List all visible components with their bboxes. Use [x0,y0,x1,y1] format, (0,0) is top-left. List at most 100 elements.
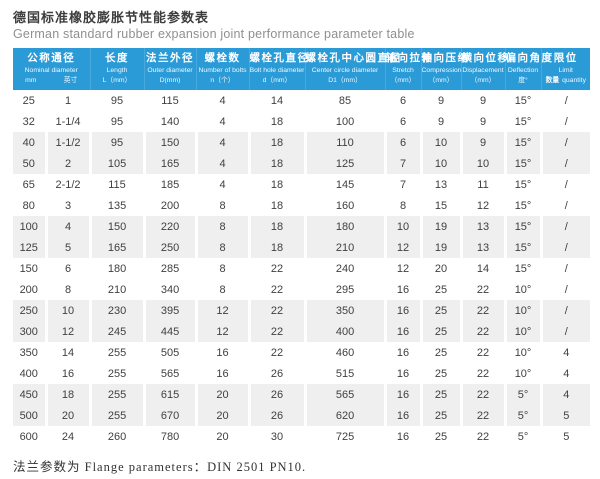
cell: 165 [144,153,198,174]
cell: 500 [13,405,48,426]
cell: 30 [249,426,307,447]
cell: 100 [13,216,48,237]
cell: 16 [385,405,423,426]
cell: 6 [385,90,423,111]
cell: 95 [90,132,146,153]
cell: 50 [13,153,48,174]
cell: 20 [196,426,251,447]
cell: 250 [13,300,48,321]
cell: 6 [385,132,423,153]
cell: / [541,321,591,342]
cell: 25 [13,90,48,111]
table-row: 100 4 150 220 8 18 180 10 19 13 15° / [13,216,591,237]
cell: 8 [196,237,251,258]
header-label-cn: 螺栓孔中心圆直径 [305,52,402,64]
cell: 460 [305,342,387,363]
table-row: 200 8 210 340 8 22 295 16 25 22 10° / [13,279,590,300]
cell: 18 [249,237,307,258]
cell: 16 [385,279,423,300]
cell: 250 [144,237,198,258]
cell: 10° [505,321,543,342]
table-row: 80 3 135 200 8 18 160 8 15 12 15° / [13,195,590,216]
table-row: 40 1-1/2 95 150 4 18 110 6 10 9 15° / [13,132,591,153]
cell: 3 [46,195,92,216]
cell: 10° [505,363,543,384]
header-label-en: Limit [558,67,573,74]
cell: 9 [421,111,463,132]
header-label-en: Outer diameter [147,67,193,74]
header-cell-stretch: 轴向拉伸 Stretch （mm） [385,48,434,90]
cell: 200 [13,279,48,300]
cell: 300 [13,321,48,342]
cell: / [541,216,591,237]
cell: 13 [461,216,507,237]
cell: / [564,199,568,212]
cell: 15 [421,195,463,216]
cell: 10° [505,300,543,321]
cell: 1-1/4 [46,111,92,132]
cell: 4 [563,346,570,359]
header-cell-deflection: 偏向角度 Deflection 度° [505,48,554,90]
cell: 16 [385,300,423,321]
cell: 135 [90,195,146,216]
cell: 105 [90,153,146,174]
cell: 565 [305,384,387,405]
cell: 95 [90,111,146,132]
cell: 285 [144,258,198,279]
cell: / [541,300,591,321]
table-row: 500 20 255 670 20 26 620 16 25 22 5° 5 [13,405,591,426]
cell: 15° [505,90,543,111]
cell: 22 [461,342,507,363]
cell: 16 [385,426,423,447]
header-label-en: Displacement [462,67,504,74]
header-label-cn: 偏向角度 [505,52,554,64]
cell: 10 [421,153,463,174]
cell: 180 [90,258,146,279]
cell: 9 [461,132,507,153]
cell: 150 [13,258,48,279]
cell: 22 [461,426,507,447]
cell: 13 [461,237,507,258]
cell: 10 [461,153,507,174]
header-label-en: Center circle diameter [311,67,379,74]
cell: 20 [196,384,251,405]
table-row: 50 2 105 165 4 18 125 7 10 10 15° / [13,153,591,174]
cell: 22 [249,258,307,279]
cell: 22 [249,342,307,363]
cell: 8 [46,279,92,300]
table-body: 25 1 95 115 4 14 85 6 9 9 15°/32 1-1/4 95 140 4 18 100 6 9… [13,90,591,447]
cell: 115 [144,90,198,111]
cell: 5° [505,384,543,405]
header-label-cn: 轴向拉伸 [385,52,434,64]
table-row: 300 12 245 445 12 22 400 16 25 22 10° / [13,321,591,342]
header-unit: D(mm) [159,77,181,84]
cell: 350 [13,342,48,363]
header-label-en: Compression [421,67,462,74]
cell: 18 [249,132,307,153]
flange-note: 法兰参数为 Flange parameters：DIN 2501 PN10. [13,460,307,474]
cell: 12 [46,321,92,342]
table-row: 600 24 260 780 20 30 725 16 25 22 5° 5 [13,426,590,447]
cell: 4 [541,384,591,405]
cell: 505 [144,342,198,363]
cell: 4 [196,174,251,195]
cell: 5 [46,237,92,258]
header-unit: 度° [518,77,528,84]
cell: 8 [385,195,423,216]
cell: 9 [461,111,507,132]
cell: 8 [196,216,251,237]
cell: 780 [144,426,198,447]
header-label-cn: 螺栓数 [204,52,241,64]
cell: 26 [249,405,307,426]
cell: 12 [461,195,507,216]
table-row: 65 2-1/2 115 185 4 18 145 7 13 11 15° / [13,174,590,195]
header-unit: n（个） [210,77,235,84]
cell: 18 [249,153,307,174]
cell: 40 [13,132,48,153]
cell: 10 [421,132,463,153]
cell: 615 [144,384,198,405]
cell: 8 [196,258,251,279]
cell: 210 [90,279,146,300]
cell: 14 [46,342,92,363]
